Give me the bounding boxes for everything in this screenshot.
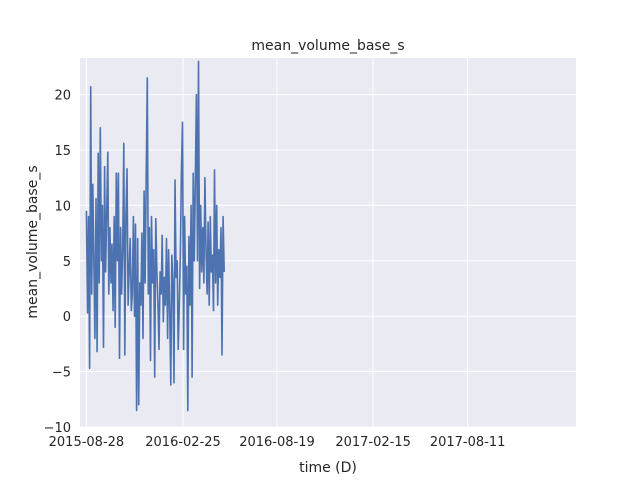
chart-title: mean_volume_base_s	[251, 38, 404, 54]
x-tick-label: 2017-02-15	[335, 435, 411, 450]
y-axis-title: mean_volume_base_s	[25, 165, 41, 318]
y-tick-label: −10	[44, 421, 71, 436]
y-tick-label: 5	[63, 255, 71, 270]
series-layer	[85, 60, 225, 412]
x-tick-label: 2016-08-19	[239, 435, 315, 450]
x-tick-labels: 2015-08-28 2016-02-25 2016-08-19 2017-02-15…	[49, 435, 506, 450]
series-line	[85, 60, 225, 412]
x-tick-label: 2016-02-25	[145, 435, 221, 450]
y-tick-label: 15	[54, 144, 71, 159]
y-tick-labels: −10 −5 0 5 10 15 20	[44, 89, 71, 436]
y-tick-label: 0	[63, 310, 71, 325]
y-tick-label: 10	[54, 199, 71, 214]
x-tick-label: 2017-08-11	[430, 435, 506, 450]
x-axis-title: time (D)	[299, 460, 357, 476]
x-tick-label: 2015-08-28	[49, 435, 125, 450]
y-tick-label: −5	[52, 366, 71, 381]
y-tick-label: 20	[54, 89, 71, 104]
